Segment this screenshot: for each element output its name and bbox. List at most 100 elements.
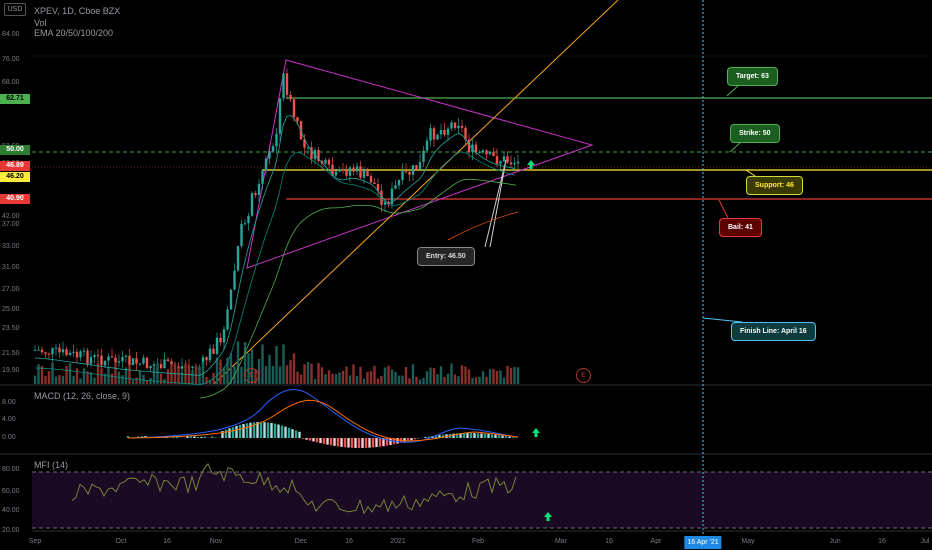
macd-histogram-bar <box>270 423 273 438</box>
volume-bar <box>159 373 163 384</box>
candle-body <box>404 171 408 173</box>
candle-body <box>68 352 72 356</box>
volume-bar <box>243 342 247 384</box>
volume-bar <box>432 368 436 384</box>
volume-bar <box>103 373 107 384</box>
macd-histogram-bar <box>406 438 410 442</box>
volume-bar <box>450 363 453 384</box>
earnings-icon[interactable]: E <box>244 368 259 383</box>
candle-body <box>495 156 499 164</box>
volume-bar <box>436 374 439 384</box>
macd-histogram-bar <box>224 429 228 438</box>
strike-callout[interactable]: Strike: 50 <box>730 124 780 143</box>
macd-histogram-bar <box>452 433 455 438</box>
volume-bar <box>145 379 149 384</box>
macd-histogram-bar <box>291 429 294 438</box>
price-tick-label: 23.50 <box>2 325 20 332</box>
support-callout[interactable]: Support: 46 <box>746 176 803 195</box>
candle-body <box>401 171 404 180</box>
currency-button[interactable]: USD <box>4 3 26 16</box>
up-arrow-icon <box>544 512 552 521</box>
candle-body <box>359 166 362 178</box>
macd-histogram-bar <box>263 422 266 438</box>
candle-body <box>373 182 376 185</box>
volume-bar <box>499 370 502 384</box>
volume-bar <box>163 378 166 384</box>
macd-legend[interactable]: MACD (12, 26, close, 9) <box>34 391 131 401</box>
candle-body <box>492 151 495 157</box>
price-tick-label: 33.00 <box>2 243 20 250</box>
candle-body <box>54 347 58 349</box>
candle-body <box>439 129 443 135</box>
entry-callout[interactable]: Entry: 46.50 <box>417 247 475 266</box>
macd-histogram-bar <box>256 422 259 438</box>
macd-histogram-bar <box>368 438 371 448</box>
volume-bar <box>96 362 100 384</box>
candle-body <box>278 98 282 134</box>
candle-body <box>481 150 485 152</box>
time-tick-label: Jul <box>920 538 930 545</box>
macd-signal-line <box>127 399 519 442</box>
candle-body <box>282 73 285 99</box>
candle-body <box>177 366 180 369</box>
volume-bar <box>275 345 278 384</box>
volume-bar <box>54 376 58 384</box>
price-tick-label: 84.00 <box>2 31 20 38</box>
macd-histogram-bar <box>473 433 476 438</box>
target-callout[interactable]: Target: 63 <box>727 67 778 86</box>
candle-body <box>331 164 334 176</box>
ema-legend[interactable]: EMA 20/50/100/200 <box>34 28 114 38</box>
bail-callout[interactable]: Bail: 41 <box>719 218 762 237</box>
symbol-legend[interactable]: XPEV, 1D, Cboe BZX <box>34 6 121 16</box>
candle-body <box>474 144 478 152</box>
volume-bar <box>324 374 327 384</box>
candle-body <box>51 347 54 355</box>
candle-body <box>240 223 243 247</box>
macd-histogram-bar <box>494 434 497 438</box>
macd-histogram-bar <box>305 438 308 440</box>
mfi-line <box>71 463 517 515</box>
volume-bar <box>264 366 268 384</box>
mfi-legend[interactable]: MFI (14) <box>34 460 69 470</box>
volume-bar <box>464 366 467 384</box>
candle-body <box>215 337 219 354</box>
volume-bar <box>75 368 79 384</box>
volume-bar <box>376 378 380 384</box>
volume-bar <box>453 374 457 384</box>
volume-legend[interactable]: Vol <box>34 18 47 28</box>
price-level-label: 40.90 <box>0 194 30 204</box>
volume-bar <box>117 371 121 384</box>
candle-body <box>222 329 226 343</box>
candle-body <box>107 356 110 361</box>
candle-body <box>446 128 450 135</box>
candle-body <box>415 165 418 170</box>
earnings-icon[interactable]: E <box>576 368 591 383</box>
candle-body <box>327 159 331 165</box>
finish-line-callout[interactable]: Finish Line: April 16 <box>731 322 816 341</box>
macd-histogram-bar <box>497 435 501 438</box>
volume-bar <box>418 379 422 384</box>
volume-bar <box>362 378 366 384</box>
candle-body <box>33 349 37 351</box>
macd-histogram-bar <box>361 438 364 448</box>
volume-bar <box>271 366 275 384</box>
mfi-tick-label: 40.00 <box>2 507 20 514</box>
macd-histogram-bar <box>319 438 322 444</box>
macd-histogram-bar <box>322 438 326 444</box>
volume-bar <box>397 375 401 384</box>
time-tick-label: Jun <box>829 538 841 545</box>
volume-bar <box>205 376 208 384</box>
volume-bar <box>467 369 471 384</box>
volume-bar <box>485 376 488 384</box>
price-level-label: 46.20 <box>0 172 30 182</box>
volume-bar <box>439 366 443 384</box>
candle-body <box>516 161 520 164</box>
volume-bar <box>366 371 369 384</box>
time-tick-label: 2021 <box>390 538 406 545</box>
volume-bar <box>415 376 418 384</box>
macd-histogram-bar <box>242 424 245 438</box>
volume-bar <box>296 371 299 384</box>
candle-body <box>418 162 422 170</box>
